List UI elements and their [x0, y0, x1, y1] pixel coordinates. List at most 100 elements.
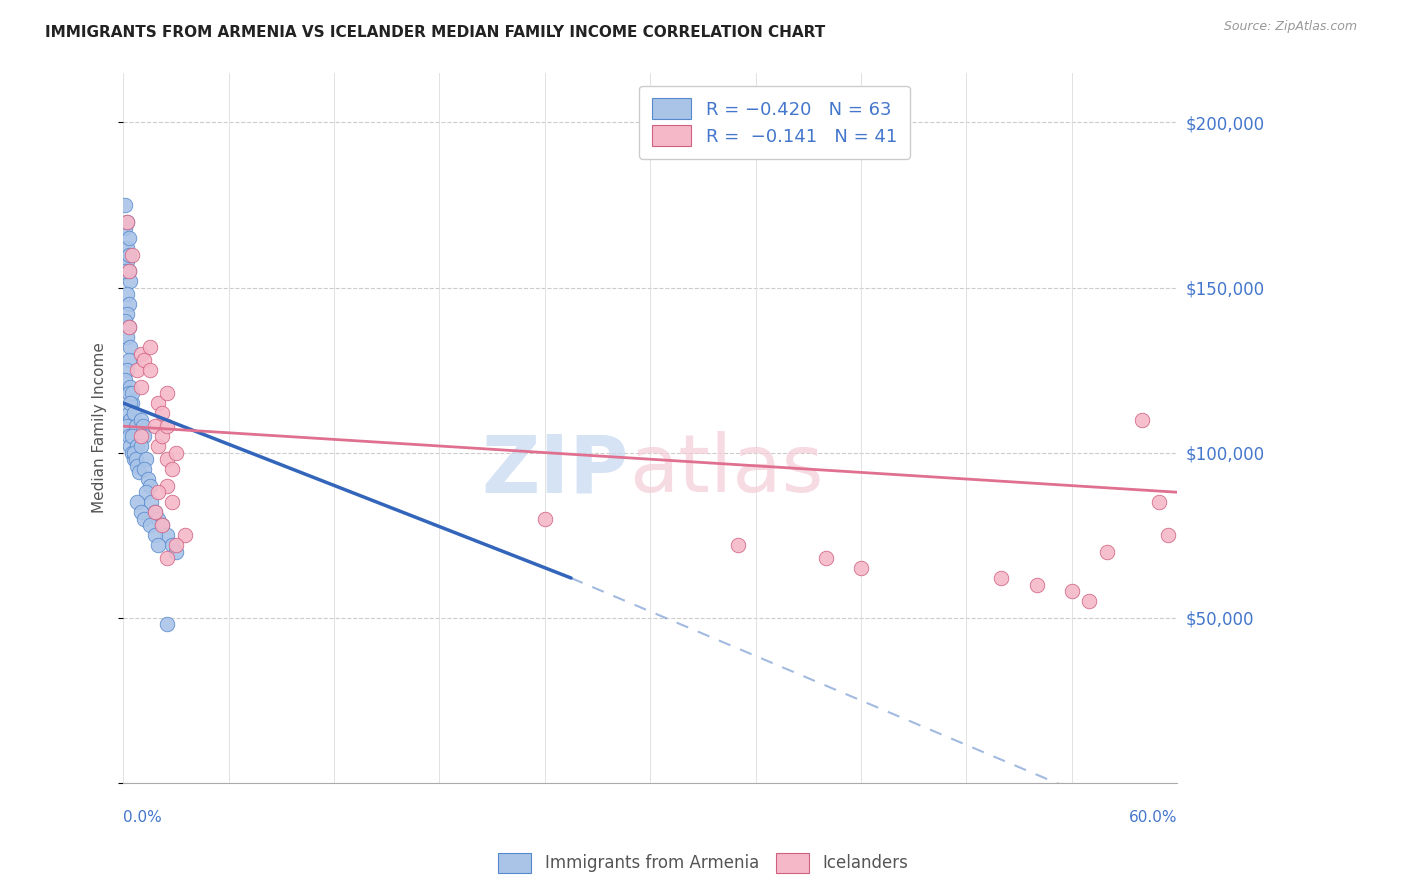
Point: [138, 340, 160, 354]
Text: Source: ZipAtlas.com: Source: ZipAtlas.com: [1223, 20, 1357, 33]
Point: [1025, 577, 1047, 591]
Point: [114, 264, 136, 278]
Point: [120, 340, 142, 354]
Point: [115, 363, 138, 377]
Point: [148, 538, 170, 552]
Point: [134, 353, 156, 368]
Point: [114, 221, 136, 235]
Point: [156, 452, 179, 467]
Point: [143, 505, 166, 519]
Point: [121, 445, 143, 459]
Point: [162, 538, 184, 552]
Point: [156, 419, 179, 434]
Point: [129, 412, 152, 426]
Point: [165, 538, 187, 552]
Text: 60.0%: 60.0%: [1129, 810, 1177, 825]
Point: [150, 406, 173, 420]
Point: [150, 518, 173, 533]
Point: [150, 429, 173, 443]
Point: [127, 458, 149, 473]
Point: [127, 439, 149, 453]
Point: [129, 379, 152, 393]
Point: [117, 353, 139, 368]
Point: [162, 462, 184, 476]
Point: [115, 330, 138, 344]
Point: [115, 241, 138, 255]
Text: 0.0%: 0.0%: [124, 810, 162, 825]
Point: [122, 452, 145, 467]
Point: [117, 429, 139, 443]
Point: [727, 538, 749, 552]
Point: [1078, 594, 1101, 608]
Point: [114, 313, 136, 327]
Point: [128, 466, 150, 480]
Point: [117, 406, 139, 420]
Point: [115, 254, 138, 268]
Point: [124, 419, 146, 434]
Point: [117, 264, 139, 278]
Point: [1130, 412, 1153, 426]
Point: [134, 429, 156, 443]
Point: [135, 485, 157, 500]
Point: [533, 511, 555, 525]
Point: [117, 386, 139, 401]
Text: ZIP: ZIP: [482, 432, 628, 509]
Point: [121, 247, 143, 261]
Point: [143, 419, 166, 434]
Point: [115, 307, 138, 321]
Point: [121, 429, 143, 443]
Text: IMMIGRANTS FROM ARMENIA VS ICELANDER MEDIAN FAMILY INCOME CORRELATION CHART: IMMIGRANTS FROM ARMENIA VS ICELANDER MED…: [45, 25, 825, 40]
Point: [122, 406, 145, 420]
Point: [114, 198, 136, 212]
Point: [1149, 495, 1171, 509]
Point: [150, 518, 173, 533]
Point: [121, 386, 143, 401]
Point: [990, 571, 1012, 585]
Point: [162, 495, 184, 509]
Point: [173, 528, 195, 542]
Point: [115, 287, 138, 301]
Point: [120, 274, 142, 288]
Point: [156, 551, 179, 566]
Point: [121, 396, 143, 410]
Point: [849, 561, 872, 575]
Point: [115, 419, 138, 434]
Point: [127, 363, 149, 377]
Point: [134, 462, 156, 476]
Point: [148, 396, 170, 410]
Point: [814, 551, 837, 566]
Point: [1157, 528, 1180, 542]
Point: [120, 412, 142, 426]
Point: [120, 396, 142, 410]
Text: atlas: atlas: [628, 432, 824, 509]
Point: [148, 439, 170, 453]
Point: [114, 373, 136, 387]
Point: [115, 214, 138, 228]
Point: [156, 528, 179, 542]
Legend: R = −0.420   N = 63, R =  −0.141   N = 41: R = −0.420 N = 63, R = −0.141 N = 41: [640, 86, 910, 159]
Point: [117, 320, 139, 334]
Point: [131, 419, 153, 434]
Point: [117, 247, 139, 261]
Point: [143, 528, 166, 542]
Point: [1060, 584, 1083, 599]
Point: [138, 363, 160, 377]
Point: [115, 214, 138, 228]
Point: [120, 439, 142, 453]
Point: [141, 495, 163, 509]
Point: [138, 518, 160, 533]
Point: [129, 505, 152, 519]
Point: [129, 346, 152, 360]
Point: [165, 544, 187, 558]
Point: [165, 445, 187, 459]
Point: [143, 505, 166, 519]
Point: [148, 511, 170, 525]
Point: [148, 485, 170, 500]
Point: [156, 386, 179, 401]
Point: [120, 379, 142, 393]
Point: [134, 511, 156, 525]
Point: [117, 264, 139, 278]
Point: [136, 472, 159, 486]
Point: [117, 297, 139, 311]
Point: [124, 452, 146, 467]
